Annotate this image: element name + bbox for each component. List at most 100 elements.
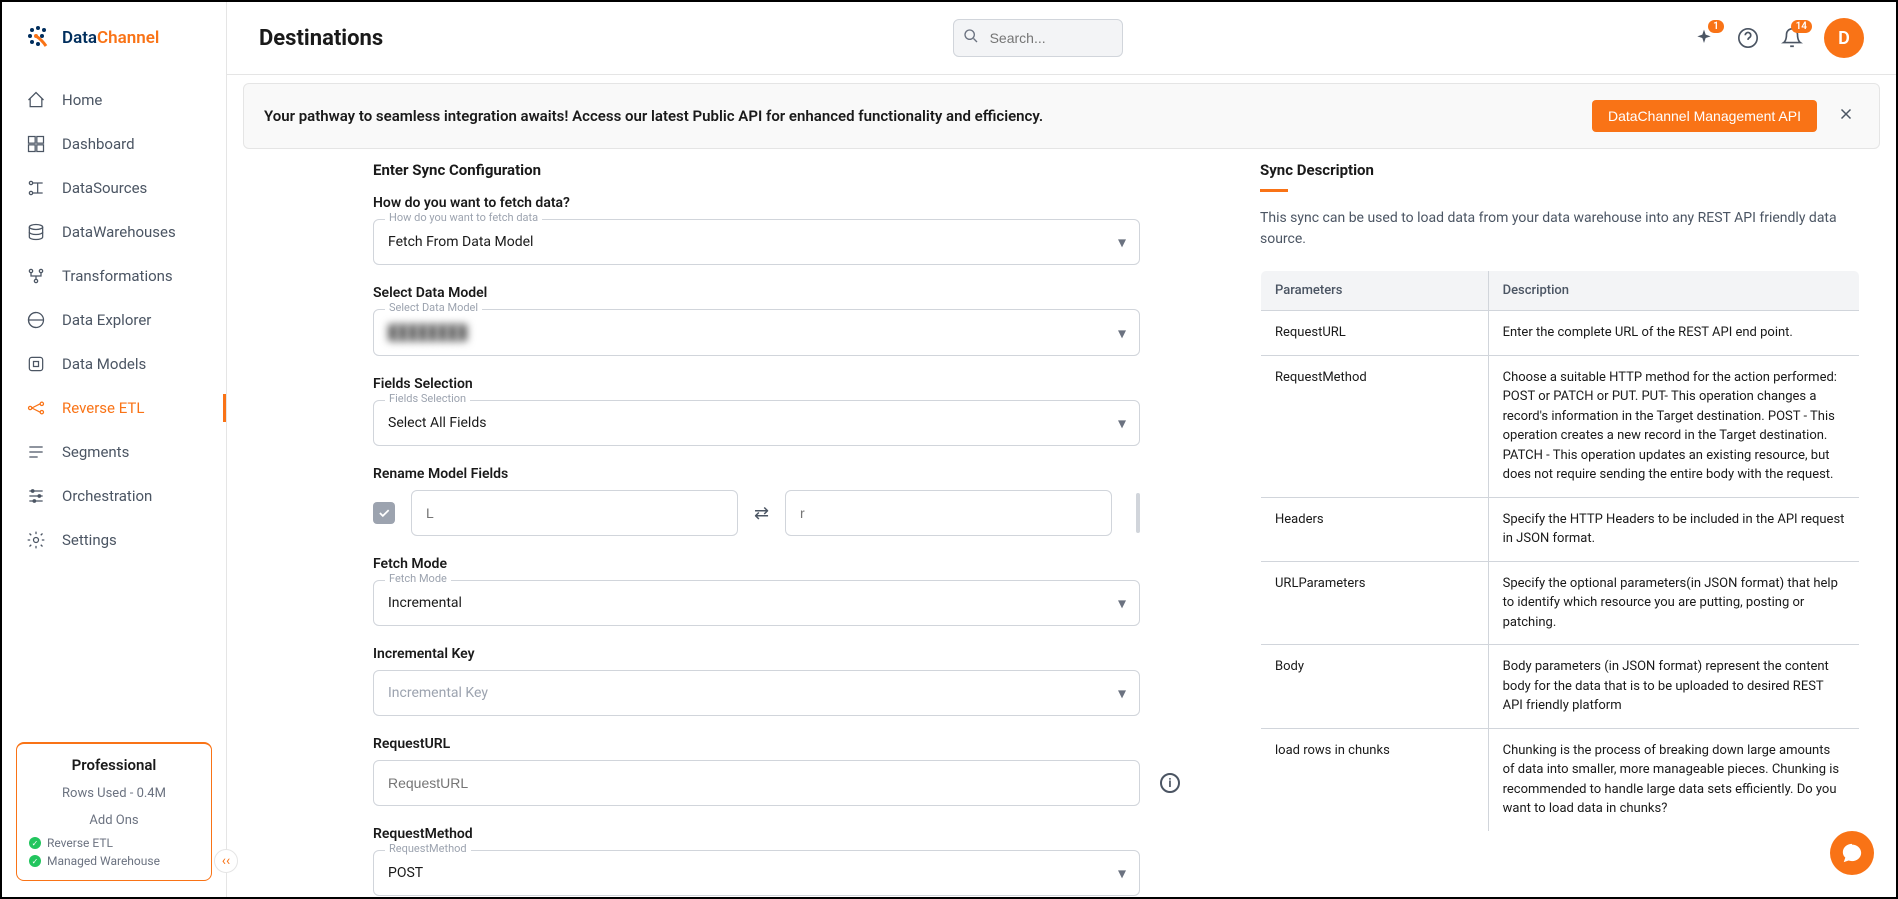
title-underline bbox=[1260, 189, 1288, 192]
nav-label: Dashboard bbox=[62, 135, 135, 153]
nav-label: Settings bbox=[62, 531, 117, 549]
desc-cell: Enter the complete URL of the REST API e… bbox=[1488, 311, 1859, 356]
description-column: Sync Description This sync can be used t… bbox=[1260, 161, 1880, 881]
field-label: Rename Model Fields bbox=[373, 466, 1140, 482]
request-url-input[interactable] bbox=[373, 760, 1140, 806]
search-icon bbox=[963, 28, 979, 48]
plan-card[interactable]: Professional Rows Used - 0.4M Add Ons ✓ … bbox=[16, 742, 212, 881]
nav-reverseetl[interactable]: Reverse ETL bbox=[2, 386, 226, 430]
data-model-select[interactable]: ████████ bbox=[373, 309, 1140, 356]
plan-addons: Add Ons bbox=[29, 813, 199, 828]
field-label: Incremental Key bbox=[373, 646, 1140, 662]
desc-title: Sync Description bbox=[1260, 161, 1860, 179]
rename-checkbox[interactable] bbox=[373, 502, 395, 524]
scrollbar[interactable] bbox=[1136, 493, 1140, 533]
nav-dataexplorer[interactable]: Data Explorer bbox=[2, 298, 226, 342]
notifications-button[interactable]: 14 bbox=[1780, 26, 1804, 50]
field-label: Fields Selection bbox=[373, 376, 1140, 392]
field-float-label: How do you want to fetch data bbox=[385, 211, 542, 224]
main: Destinations 1 14 bbox=[227, 2, 1896, 897]
desc-text: This sync can be used to load data from … bbox=[1260, 208, 1860, 250]
nav-label: DataWarehouses bbox=[62, 223, 176, 241]
nav-label: Segments bbox=[62, 443, 129, 461]
nav-datawarehouses[interactable]: DataWarehouses bbox=[2, 210, 226, 254]
content: Enter Sync Configuration How do you want… bbox=[227, 161, 1896, 897]
fields-select[interactable]: Select All Fields bbox=[373, 400, 1140, 446]
field-fetchdata: How do you want to fetch data? How do yo… bbox=[373, 195, 1140, 265]
table-row: load rows in chunksChunking is the proce… bbox=[1261, 728, 1860, 831]
desc-cell: Body parameters (in JSON format) represe… bbox=[1488, 645, 1859, 729]
home-icon bbox=[26, 90, 46, 110]
nav-home[interactable]: Home bbox=[2, 78, 226, 122]
chevron-left-icon: ‹‹ bbox=[222, 853, 230, 869]
nav-label: Orchestration bbox=[62, 487, 152, 505]
rename-from-input[interactable] bbox=[411, 490, 738, 536]
incremental-key-select[interactable]: Incremental Key bbox=[373, 670, 1140, 716]
nav-transformations[interactable]: Transformations bbox=[2, 254, 226, 298]
nav-label: Transformations bbox=[62, 267, 173, 285]
collapse-sidebar-button[interactable]: ‹‹ bbox=[214, 849, 238, 873]
page-title: Destinations bbox=[259, 26, 383, 51]
plan-title: Professional bbox=[29, 756, 199, 774]
table-header: Description bbox=[1488, 271, 1859, 311]
desc-cell: Specify the optional parameters(in JSON … bbox=[1488, 561, 1859, 645]
info-icon[interactable]: i bbox=[1160, 773, 1180, 793]
fetch-data-select[interactable]: Fetch From Data Model bbox=[373, 219, 1140, 265]
field-label: Select Data Model bbox=[373, 285, 1140, 301]
management-api-button[interactable]: DataChannel Management API bbox=[1592, 100, 1817, 132]
param-cell: Headers bbox=[1261, 497, 1489, 561]
addon-item: ✓ Managed Warehouse bbox=[29, 854, 199, 868]
table-header: Parameters bbox=[1261, 271, 1489, 311]
nav-settings[interactable]: Settings bbox=[2, 518, 226, 562]
table-row: HeadersSpecify the HTTP Headers to be in… bbox=[1261, 497, 1860, 561]
avatar[interactable]: D bbox=[1824, 18, 1864, 58]
rename-to-input[interactable] bbox=[785, 490, 1112, 536]
field-rename: Rename Model Fields ⇄ bbox=[373, 466, 1140, 536]
nav-datamodels[interactable]: Data Models bbox=[2, 342, 226, 386]
section-title: Enter Sync Configuration bbox=[373, 161, 1140, 179]
desc-cell: Choose a suitable HTTP method for the ac… bbox=[1488, 355, 1859, 497]
close-banner-button[interactable] bbox=[1833, 100, 1859, 132]
field-float-label: Fields Selection bbox=[385, 392, 470, 405]
swap-icon: ⇄ bbox=[754, 503, 769, 524]
badge: 14 bbox=[1791, 20, 1812, 33]
nav-label: DataSources bbox=[62, 179, 147, 197]
field-fields: Fields Selection Fields Selection Select… bbox=[373, 376, 1140, 446]
banner-text: Your pathway to seamless integration awa… bbox=[264, 107, 1576, 125]
field-label: RequestMethod bbox=[373, 826, 1140, 842]
param-cell: URLParameters bbox=[1261, 561, 1489, 645]
plan-rows: Rows Used - 0.4M bbox=[29, 786, 199, 801]
help-button[interactable] bbox=[1736, 26, 1760, 50]
field-float-label: Fetch Mode bbox=[385, 572, 451, 585]
desc-cell: Chunking is the process of breaking down… bbox=[1488, 728, 1859, 831]
segments-icon bbox=[26, 442, 46, 462]
table-row: BodyBody parameters (in JSON format) rep… bbox=[1261, 645, 1860, 729]
check-icon: ✓ bbox=[29, 837, 41, 849]
nav-datasources[interactable]: DataSources bbox=[2, 166, 226, 210]
explorer-icon bbox=[26, 310, 46, 330]
reverseetl-icon bbox=[26, 398, 46, 418]
field-label: RequestURL bbox=[373, 736, 1140, 752]
logo-text: DataChannel bbox=[62, 28, 159, 48]
nav-label: Data Models bbox=[62, 355, 146, 373]
logo[interactable]: DataChannel bbox=[2, 2, 226, 78]
field-reqmethod: RequestMethod RequestMethod POST ▾ bbox=[373, 826, 1140, 896]
nav-dashboard[interactable]: Dashboard bbox=[2, 122, 226, 166]
request-method-select[interactable]: POST bbox=[373, 850, 1140, 896]
topbar: Destinations 1 14 bbox=[227, 2, 1896, 75]
field-requrl: RequestURL i bbox=[373, 736, 1140, 806]
fetch-mode-select[interactable]: Incremental bbox=[373, 580, 1140, 626]
sidebar-footer: Professional Rows Used - 0.4M Add Ons ✓ … bbox=[2, 742, 226, 897]
field-fetchmode: Fetch Mode Fetch Mode Incremental ▾ bbox=[373, 556, 1140, 626]
warehouse-icon bbox=[26, 222, 46, 242]
chat-button[interactable] bbox=[1830, 831, 1874, 875]
param-cell: RequestMethod bbox=[1261, 355, 1489, 497]
nav-orchestration[interactable]: Orchestration bbox=[2, 474, 226, 518]
field-label: How do you want to fetch data? bbox=[373, 195, 1140, 211]
sparkle-button[interactable]: 1 bbox=[1692, 26, 1716, 50]
nav-segments[interactable]: Segments bbox=[2, 430, 226, 474]
param-cell: Body bbox=[1261, 645, 1489, 729]
search-box bbox=[953, 19, 1123, 57]
desc-cell: Specify the HTTP Headers to be included … bbox=[1488, 497, 1859, 561]
dashboard-icon bbox=[26, 134, 46, 154]
